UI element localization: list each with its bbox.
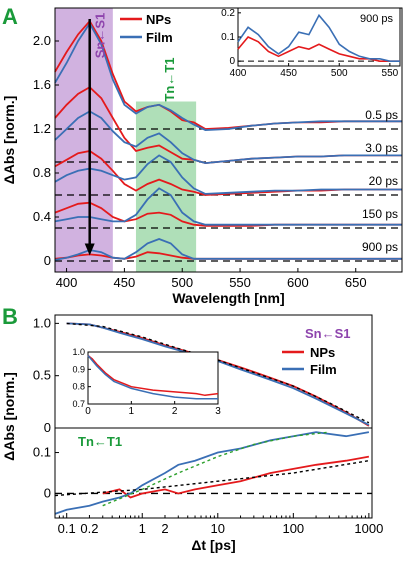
b-inset-ytick-label-2: 0.9 bbox=[72, 364, 85, 374]
panel-b-legend: NPs Film bbox=[282, 345, 337, 377]
tn-kinetics-label: Tn←T1 bbox=[78, 434, 122, 449]
inset-xtick-label-2: 500 bbox=[331, 68, 348, 79]
a-xtick-label-2: 500 bbox=[171, 275, 193, 290]
spectrum-film-3 bbox=[54, 110, 402, 165]
panel-b-frame bbox=[54, 314, 373, 519]
panel-a-legend: NPs Film bbox=[120, 12, 173, 45]
panel-b-xlabel: Δt [ps] bbox=[191, 537, 235, 553]
legend-nps-label: NPs bbox=[146, 12, 171, 27]
inset-xtick-label-3: 550 bbox=[382, 68, 399, 79]
b-bot-ytick-label-0: 0 bbox=[44, 485, 51, 500]
spectrum-film-1 bbox=[54, 21, 402, 132]
panel-b-inset: 0 1 2 3 0.7 0.8 0.9 1.0 bbox=[72, 347, 221, 417]
panel-a-chart: 0.5 ps 3.0 ps 20 ps 150 ps 900 ps 400 450 500 5… bbox=[1, 7, 403, 306]
a-ytick-label-5: 2.0 bbox=[33, 33, 51, 48]
b-xtick-label-6: 1000 bbox=[354, 521, 383, 536]
a-xtick-label-1: 450 bbox=[114, 275, 136, 290]
panel-a-ylabel: ΔAbs [norm.] bbox=[1, 96, 17, 185]
decay-arrow-head bbox=[84, 243, 95, 256]
a-ytick-label-2: 0.8 bbox=[33, 165, 51, 180]
panel-b-ylabel: ΔAbs [norm.] bbox=[1, 372, 17, 461]
b-top-ytick-label-0: 0 bbox=[44, 420, 51, 435]
bottom-nps-line bbox=[102, 455, 370, 499]
a-xtick-label-0: 400 bbox=[56, 275, 78, 290]
b-xtick-label-3: 2 bbox=[161, 521, 168, 536]
spectrum-film-5 bbox=[54, 154, 402, 195]
a-xtick-label-5: 650 bbox=[345, 275, 367, 290]
delay-labels: 0.5 ps 3.0 ps 20 ps 150 ps 900 ps bbox=[362, 108, 398, 254]
inset-xtick-label-0: 400 bbox=[230, 68, 247, 79]
bottom-fit2-line bbox=[54, 460, 370, 497]
a-ytick-label-3: 1.2 bbox=[33, 121, 51, 136]
kinetics-bottom bbox=[54, 431, 372, 515]
tn-band-label: Tn←T1 bbox=[162, 57, 177, 101]
b-inset-ytick-label-1: 0.8 bbox=[72, 382, 85, 392]
spectrum-film-7 bbox=[54, 187, 402, 226]
a-ytick-label-0: 0 bbox=[44, 253, 51, 268]
panel-label-b: B bbox=[2, 304, 18, 329]
b-xtick-label-2: 1 bbox=[139, 521, 146, 536]
b-inset-xtick-label-3: 3 bbox=[215, 406, 221, 417]
b-top-ytick-label-2: 1.0 bbox=[33, 315, 51, 330]
b-inset-xtick-label-2: 2 bbox=[172, 406, 178, 417]
b-xtick-label-4: 10 bbox=[211, 521, 225, 536]
inset-series: 400 450 500 550 0 0.1 0.2 bbox=[221, 8, 400, 79]
panel-a-frame bbox=[54, 7, 403, 273]
inset-ytick-label-1: 0.1 bbox=[221, 32, 235, 43]
b-xtick-label-0: 0.1 bbox=[58, 521, 76, 536]
delay-label-2: 20 ps bbox=[369, 174, 398, 188]
inset-delay-label: 900 ps bbox=[360, 13, 394, 25]
inset-film-line bbox=[237, 13, 400, 62]
panel-a-ticks: 400 450 500 550 600 650 0 0.4 0.8 1.2 1.6 2.0 bbox=[33, 33, 367, 290]
sn-kinetics-label: Sn←S1 bbox=[305, 326, 351, 341]
spectra-series bbox=[54, 19, 402, 261]
delay-label-4: 900 ps bbox=[362, 240, 398, 254]
a-ytick-label-4: 1.6 bbox=[33, 77, 51, 92]
spectrum-film-9 bbox=[54, 238, 402, 261]
legend-film-label-b: Film bbox=[310, 362, 337, 377]
legend-nps-label-b: NPs bbox=[310, 345, 335, 360]
b-inset-nps-line bbox=[87, 354, 219, 397]
b-xtick-label-1: 0.2 bbox=[80, 521, 98, 536]
delay-label-0: 0.5 ps bbox=[365, 108, 398, 122]
sn-band-label: Sn←S1 bbox=[93, 13, 108, 59]
panel-label-a: A bbox=[2, 4, 18, 29]
inset-background bbox=[237, 7, 401, 67]
delay-label-3: 150 ps bbox=[362, 207, 398, 221]
b-inset-xtick-label-1: 1 bbox=[129, 406, 135, 417]
a-xtick-label-4: 600 bbox=[287, 275, 309, 290]
inset-xtick-label-1: 450 bbox=[280, 68, 297, 79]
b-inset-xtick-label-0: 0 bbox=[85, 406, 91, 417]
panel-a-inset: 400 450 500 550 0 0.1 0.2 900 ps bbox=[221, 7, 401, 79]
a-xtick-label-3: 550 bbox=[229, 275, 251, 290]
b-top-ytick-label-1: 0.5 bbox=[33, 368, 51, 383]
b-inset-ytick-label-0: 0.7 bbox=[72, 399, 85, 409]
b-inset-ytick-label-3: 1.0 bbox=[72, 347, 85, 357]
b-bot-ytick-label-1: 0.1 bbox=[33, 445, 51, 460]
bottom-fit-line bbox=[102, 431, 330, 507]
a-ytick-label-1: 0.4 bbox=[33, 209, 51, 224]
inset-ytick-label-2: 0.2 bbox=[221, 8, 235, 19]
inset-ytick-label-0: 0 bbox=[229, 56, 235, 67]
panel-a-xlabel: Wavelength [nm] bbox=[172, 290, 284, 306]
legend-film-label: Film bbox=[146, 30, 173, 45]
delay-label-1: 3.0 ps bbox=[365, 141, 398, 155]
b-inset-background bbox=[87, 351, 219, 405]
b-inset-film-line bbox=[87, 355, 218, 400]
b-xtick-label-5: 100 bbox=[282, 521, 304, 536]
